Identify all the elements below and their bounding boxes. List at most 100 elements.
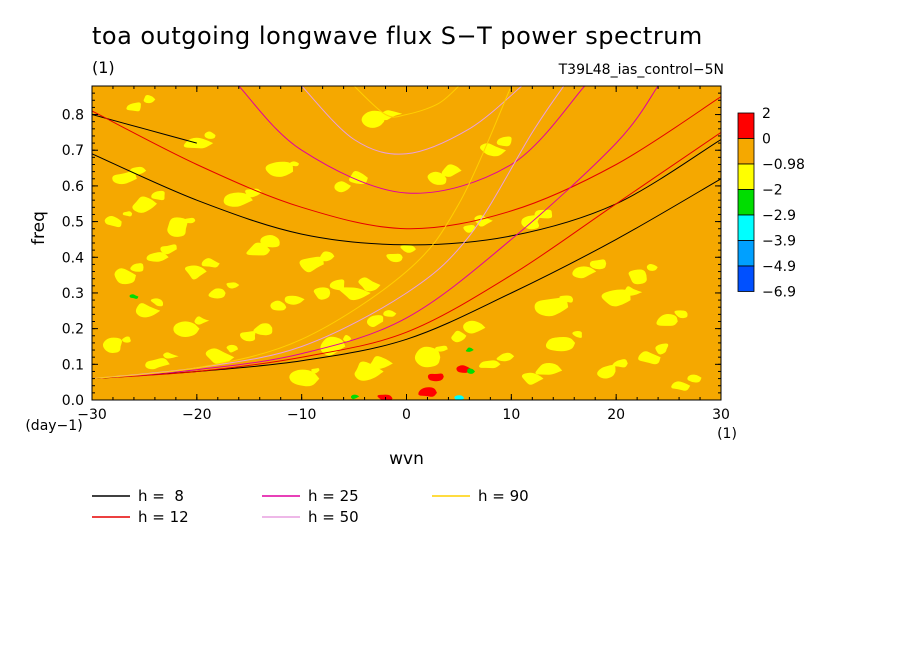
yellow-patch — [646, 264, 658, 271]
colorbar-label: 2 — [762, 106, 771, 122]
colorbar-label: −2 — [762, 183, 783, 199]
yellow-patch — [143, 95, 156, 104]
yellow-patch — [226, 282, 240, 289]
red-patch — [377, 394, 393, 400]
yellow-patch — [427, 171, 447, 185]
yellow-patch — [474, 215, 493, 227]
yellow-patch — [173, 321, 200, 337]
yellow-patch — [102, 337, 122, 354]
colorbar-swatch — [737, 189, 755, 216]
colorbar-label: −6.9 — [762, 285, 796, 301]
yellow-patch — [204, 131, 216, 139]
yellow-patch — [183, 137, 214, 149]
yellow-patch — [674, 310, 688, 319]
colorbar-label: −4.9 — [762, 259, 796, 275]
x-axis-label: wvn — [389, 449, 424, 469]
y-tick-label: 0.8 — [62, 108, 84, 124]
yellow-patch — [369, 356, 393, 370]
yellow-patch — [122, 336, 131, 343]
yellow-patch — [545, 337, 576, 352]
green-patch — [465, 347, 474, 352]
yellow-patch — [114, 268, 136, 285]
yellow-patch — [655, 343, 669, 355]
y-axis: 0.0 0.1 0.2 0.3 0.4 0.5 0.6 0.7 0.8 — [62, 92, 721, 409]
yellow-patch — [687, 374, 702, 383]
colorbar-swatch — [737, 112, 755, 139]
yellow-patch — [289, 161, 299, 167]
yellow-patch — [572, 266, 597, 279]
legend-label: h = 50 — [308, 508, 359, 526]
x-tick-label: 20 — [607, 407, 625, 423]
units-label: (1) — [92, 58, 115, 77]
yellow-patch — [253, 323, 273, 336]
yellow-patch — [130, 263, 144, 272]
yellow-patch — [414, 346, 441, 368]
yellow-patch — [589, 259, 607, 270]
y-tick-label: 0.4 — [62, 250, 84, 266]
yellow-patch — [284, 295, 305, 305]
y-tick-label: 0.6 — [62, 179, 84, 195]
colorbar-label: −2.9 — [762, 208, 796, 224]
red-patch — [427, 373, 444, 382]
contour-patches — [102, 95, 702, 400]
plot-background — [92, 86, 721, 400]
y-tick-label: 0.2 — [62, 322, 84, 338]
yellow-patch — [656, 314, 678, 326]
yellow-patch — [205, 348, 235, 365]
yellow-patch — [638, 351, 661, 365]
yellow-patch — [378, 110, 403, 121]
yellow-patch — [320, 251, 335, 262]
yellow-patch — [145, 358, 170, 370]
yellow-patch — [122, 211, 133, 217]
yellow-patch — [479, 143, 506, 157]
yellow-patch — [358, 277, 381, 292]
yellow-patch — [348, 170, 368, 185]
yellow-patch — [620, 286, 643, 296]
yellow-patch — [628, 269, 647, 285]
legend-label: h = 25 — [308, 487, 359, 505]
y-tick-label: 0.7 — [62, 143, 84, 159]
yellow-patch — [496, 352, 515, 362]
y-axis-unit: (day−1) — [25, 418, 82, 434]
x-tick-label: 0 — [402, 407, 411, 423]
green-patch — [350, 394, 360, 400]
yellow-patch — [559, 295, 574, 303]
red-patch — [418, 387, 437, 397]
yellow-patch — [354, 361, 384, 381]
yellow-patch — [463, 224, 476, 233]
x-tick-label: 30 — [712, 407, 730, 423]
yellow-patch — [167, 217, 188, 237]
dispersion-curve — [238, 86, 586, 194]
yellow-patch — [112, 171, 137, 185]
yellow-patch — [479, 360, 501, 369]
colorbar-swatch — [737, 138, 755, 165]
yellow-patch — [313, 287, 331, 300]
y-tick-label: 0.5 — [62, 215, 84, 231]
green-patch — [129, 294, 139, 299]
y-tick-label: 0.3 — [62, 286, 84, 302]
colorbar-swatch — [737, 265, 755, 292]
yellow-patch — [135, 303, 161, 318]
yellow-patch — [223, 192, 253, 207]
y-axis-label: freq — [29, 211, 49, 245]
yellow-patch — [597, 364, 616, 379]
yellow-patch — [201, 258, 220, 268]
yellow-patch — [160, 244, 177, 255]
yellow-patch — [311, 368, 320, 374]
yellow-patch — [521, 372, 544, 385]
colorbar-label: −0.98 — [762, 157, 805, 173]
yellow-patch — [132, 196, 157, 213]
yellow-patch — [366, 315, 384, 328]
dispersion-curve — [301, 86, 523, 155]
colorbar: 2 0 −0.98 −2 −2.9 −3.9 −4.9 −6.9 — [737, 106, 805, 301]
colorbar-swatch — [737, 240, 755, 267]
colorbar-label: 0 — [762, 132, 771, 148]
yellow-patch — [289, 369, 320, 387]
cyan-patch — [454, 395, 465, 400]
dispersion-curve — [92, 114, 197, 144]
colorbar-swatch — [737, 214, 755, 241]
yellow-patch — [184, 265, 207, 280]
dispersion-curve — [92, 86, 659, 380]
x-axis: −30 −20 −10 0 10 20 30 — [77, 86, 730, 423]
